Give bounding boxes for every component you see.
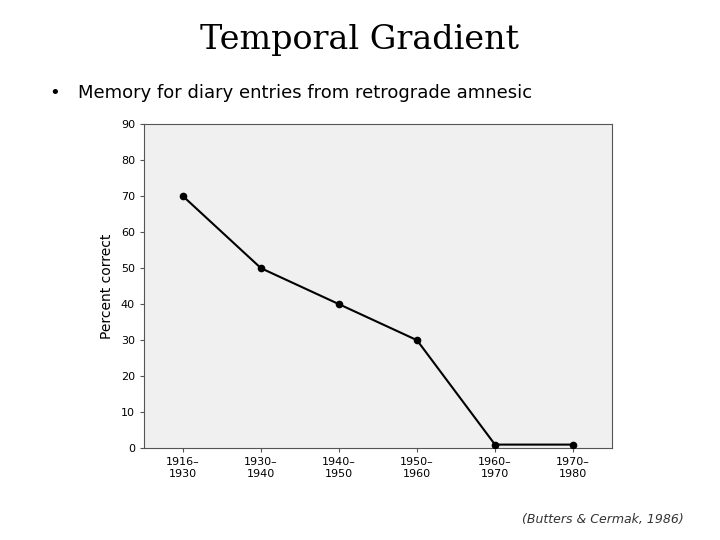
Text: •   Memory for diary entries from retrograde amnesic: • Memory for diary entries from retrogra… <box>50 84 533 102</box>
Text: Temporal Gradient: Temporal Gradient <box>200 24 520 56</box>
Y-axis label: Percent correct: Percent correct <box>100 233 114 339</box>
Text: (Butters & Cermak, 1986): (Butters & Cermak, 1986) <box>522 514 684 526</box>
